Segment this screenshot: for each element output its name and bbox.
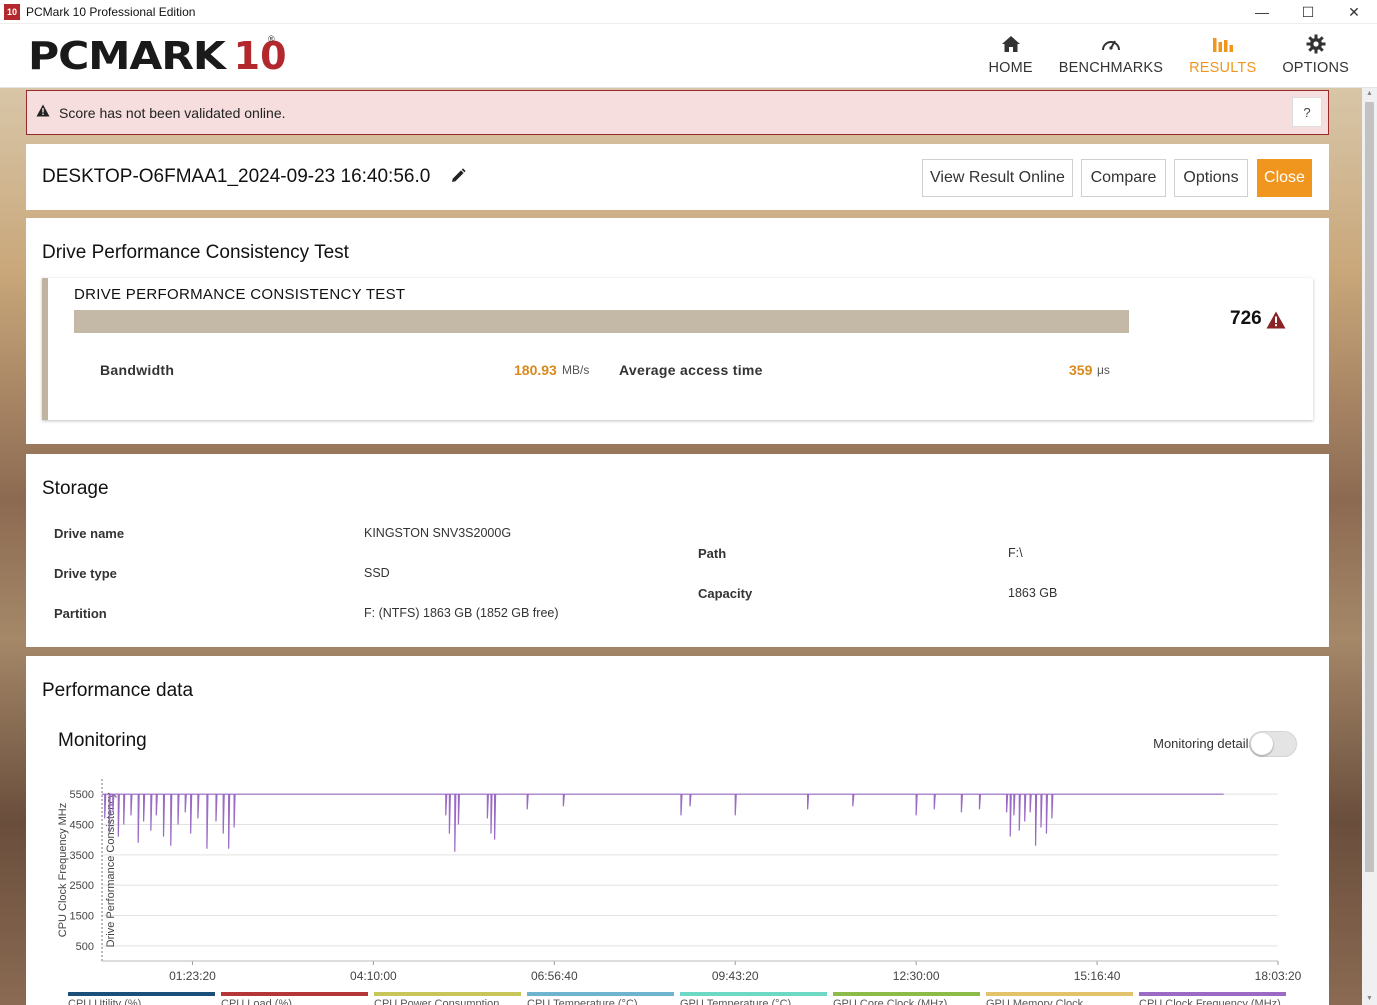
y-tick-label: 1500 [70,911,94,923]
legend-item[interactable]: GPU Temperature (°C) [680,992,827,1005]
nav-benchmarks[interactable]: BENCHMARKS [1059,32,1163,76]
nav-home[interactable]: HOME [988,32,1033,76]
y-tick-label: 4500 [70,820,94,832]
x-tick-label: 01:23:20 [169,969,216,983]
test-name: DRIVE PERFORMANCE CONSISTENCY TEST [74,286,406,303]
logo-text: PCMARK [28,34,226,78]
result-name: DESKTOP-O6FMAA1_2024-09-23 16:40:56.0 [42,166,431,187]
x-tick-label: 04:10:00 [350,969,397,983]
test-score: 726 [1230,308,1262,329]
scrollbar-thumb[interactable] [1365,102,1374,872]
monitoring-details-toggle[interactable] [1249,731,1297,757]
warning-message: Score has not been validated online. [59,104,286,121]
access-time-label: Average access time [619,362,763,378]
maximize-button[interactable]: ☐ [1301,3,1315,20]
test-section-heading: Drive Performance Consistency Test [42,242,349,263]
x-tick-label: 18:03:20 [1255,969,1302,983]
legend-item[interactable]: CPU Temperature (°C) [527,992,674,1005]
app-icon: 10 [4,3,20,20]
close-window-button[interactable]: ✕ [1348,3,1360,20]
logo-registered-mark: ® [268,34,275,44]
vertical-scrollbar[interactable]: ▲ ▼ [1362,88,1377,1005]
y-tick-label: 500 [76,941,94,953]
logo-number: 10 [233,34,287,78]
legend-item[interactable]: GPU Core Clock (MHz) [833,992,980,1005]
drive-name-label: Drive name [54,526,125,541]
gear-icon [1306,32,1326,56]
test-section: Drive Performance Consistency Test DRIVE… [26,218,1329,444]
monitoring-title: Monitoring [58,730,147,751]
legend-item[interactable]: GPU Memory Clock [986,992,1133,1005]
y-tick-label: 5500 [70,789,94,801]
bandwidth-unit: MB/s [562,363,590,377]
bandwidth-label: Bandwidth [100,362,175,378]
view-result-online-button[interactable]: View Result Online [922,159,1073,197]
warning-icon [36,104,50,122]
result-header: DESKTOP-O6FMAA1_2024-09-23 16:40:56.0 Vi… [26,144,1329,210]
cpu-clock-series-line [102,793,1224,852]
validation-warning-banner: Score has not been validated online. ? [26,90,1329,135]
options-button[interactable]: Options [1174,159,1248,197]
nav-options[interactable]: OPTIONS [1282,32,1349,76]
main-nav: HOME BENCHMARKS RESULTS OPTIONS [962,32,1349,76]
drive-type-label: Drive type [54,566,117,581]
help-button[interactable]: ? [1292,97,1322,127]
legend-item[interactable]: CPU Load (%) [221,992,368,1005]
y-axis-title: CPU Clock Frequency MHz [57,803,69,937]
bandwidth-value: 180.93 [514,362,557,378]
storage-section: Storage Drive name KINGSTON SNV3S2000G D… [26,454,1329,647]
minimize-button[interactable]: — [1255,4,1269,20]
partition-value: F: (NTFS) 1863 GB (1852 GB free) [364,606,559,620]
partition-label: Partition [54,606,107,621]
x-tick-label: 15:16:40 [1074,969,1121,983]
y-axis-title-secondary: Drive Performance Consistency [105,792,117,947]
edit-pencil-icon[interactable] [450,168,466,189]
window-titlebar: 10 PCMark 10 Professional Edition — ☐ ✕ [0,0,1377,24]
window-title: PCMark 10 Professional Edition [26,4,196,19]
legend-item[interactable]: CPU Utility (%) [68,992,215,1005]
scroll-up-icon[interactable]: ▲ [1366,90,1373,97]
x-tick-label: 06:56:40 [531,969,578,983]
x-tick-label: 12:30:00 [893,969,940,983]
legend-item[interactable]: CPU Power Consumption [374,992,521,1005]
toggle-knob [1251,733,1273,755]
monitoring-details-label: Monitoring details [1153,736,1255,751]
close-result-button[interactable]: Close [1257,159,1312,197]
chart-legend: CPU Utility (%) CPU Load (%) CPU Power Con… [68,992,1292,1005]
capacity-label: Capacity [698,586,753,601]
access-time-unit: μs [1097,363,1110,377]
monitoring-chart: 5500 4500 3500 2500 1500 500 01:23:20 04:10:00… [57,779,1302,983]
performance-section: Performance data Monitoring Monitoring d… [26,656,1329,1005]
y-tick-label: 3500 [70,850,94,862]
app-header: PCMARK 10 ® HOME BENCHMARKS RESULTS [0,24,1377,88]
nav-benchmarks-label: BENCHMARKS [1058,60,1164,76]
home-icon [1001,32,1021,56]
path-value: F:\ [1008,546,1023,560]
score-bar [74,310,1129,333]
bar-chart-icon [1212,32,1234,56]
legend-item[interactable]: CPU Clock Frequency (MHz) [1139,992,1286,1005]
x-tick-label: 09:43:20 [712,969,759,983]
speedometer-icon [1100,32,1122,56]
compare-button[interactable]: Compare [1081,159,1166,197]
drive-type-value: SSD [364,566,390,580]
drive-name-value: KINGSTON SNV3S2000G [364,526,512,540]
storage-heading: Storage [42,478,109,499]
nav-options-label: OPTIONS [1282,60,1349,76]
performance-heading: Performance data [42,680,194,701]
nav-results[interactable]: RESULTS [1189,32,1256,76]
nav-home-label: HOME [988,60,1033,76]
scroll-down-icon[interactable]: ▼ [1366,995,1373,1002]
score-warning-icon[interactable] [1266,311,1286,334]
y-tick-label: 2500 [70,880,94,892]
access-time-value: 359 [1069,362,1093,378]
path-label: Path [698,546,727,561]
pcmark-logo: PCMARK 10 ® [28,34,287,78]
test-result-card: DRIVE PERFORMANCE CONSISTENCY TEST 726 B… [42,278,1313,420]
nav-results-label: RESULTS [1189,60,1257,76]
capacity-value: 1863 GB [1008,586,1058,600]
